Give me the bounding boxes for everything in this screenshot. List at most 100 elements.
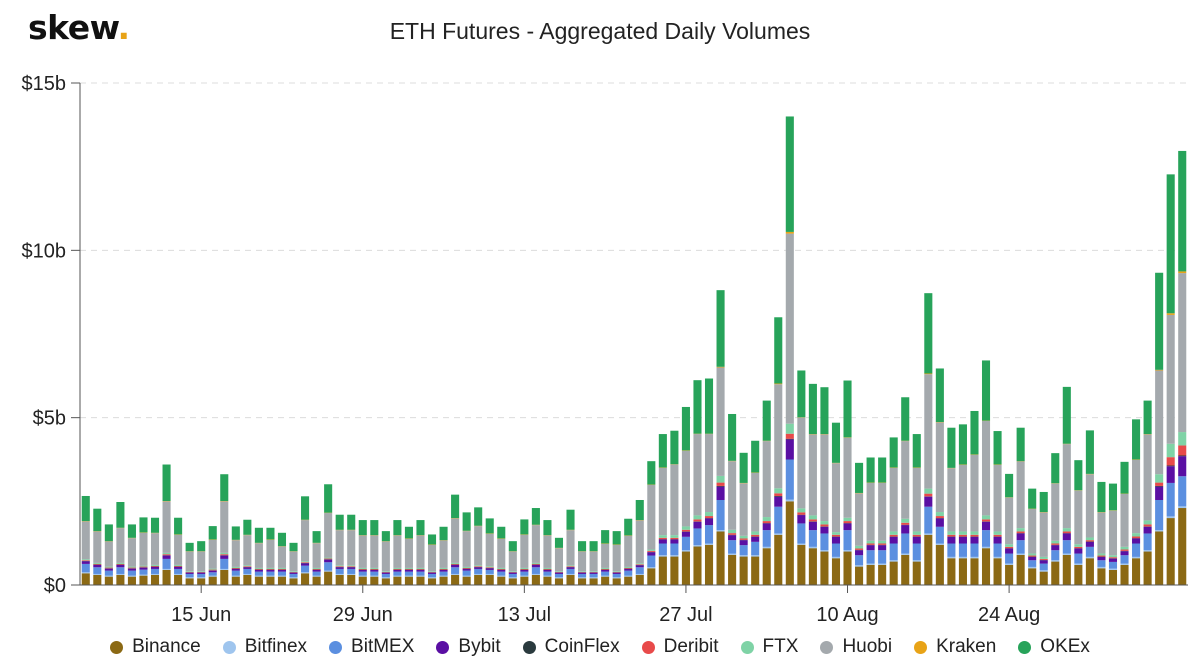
bar-segment-okex <box>543 520 552 536</box>
bar-segment-binance <box>912 561 921 585</box>
bar-segment-binance <box>658 556 667 585</box>
bar-segment-bitmex <box>381 573 390 578</box>
bar-segment-bitmex <box>150 568 160 574</box>
bar-segment-bitmex <box>301 565 310 573</box>
bar-segment-bitfinex <box>1074 563 1083 565</box>
bar-stack <box>301 496 310 585</box>
bar-segment-huobi <box>393 535 402 568</box>
bar-segment-binance <box>393 576 402 585</box>
bar-segment-huobi <box>785 233 794 424</box>
bar-segment-bitfinex <box>485 573 494 575</box>
bar-segment-bybit <box>531 564 540 568</box>
bar-stack <box>716 290 725 585</box>
bar-stack <box>1143 400 1152 585</box>
bar-segment-bitfinex <box>947 556 956 559</box>
bar-segment-binance <box>716 531 725 585</box>
legend-item-binance[interactable]: Binance <box>110 636 201 658</box>
bar-segment-deribit <box>520 568 529 570</box>
bar-segment-deribit <box>347 566 356 567</box>
bar-segment-bitmex <box>578 573 587 578</box>
bar-stack <box>866 457 875 585</box>
bar-segment-bitfinex <box>935 543 944 545</box>
bar-segment-binance <box>797 544 806 585</box>
bar-segment-huobi <box>578 551 587 572</box>
bar-segment-bitmex <box>508 573 517 578</box>
x-tick-label: 15 Jun <box>171 604 231 626</box>
bar-segment-ftx <box>485 566 494 568</box>
legend-item-coinflex[interactable]: CoinFlex <box>522 636 620 658</box>
bar-segment-ftx <box>439 567 448 569</box>
bar-segment-binance <box>220 569 229 585</box>
legend-item-bybit[interactable]: Bybit <box>436 636 501 658</box>
bar-segment-bitfinex <box>728 553 737 555</box>
legend-item-bitfinex[interactable]: Bitfinex <box>222 636 307 658</box>
bar-segment-coinflex <box>785 438 794 440</box>
bar-segment-huobi <box>704 434 714 513</box>
bar-segment-bitmex <box>901 533 910 554</box>
bar-segment-binance <box>635 574 644 585</box>
bar-segment-bitmex <box>681 536 690 551</box>
bar-segment-binance <box>878 564 887 585</box>
bar-segment-bitfinex <box>981 546 991 549</box>
bar-segment-deribit <box>1166 457 1175 466</box>
bar-segment-okex <box>312 531 321 543</box>
bar-segment-deribit <box>93 563 102 565</box>
bar-segment-bybit <box>889 536 898 544</box>
bar-segment-bitfinex <box>220 568 229 570</box>
bar-segment-binance <box>981 548 991 585</box>
bar-segment-binance <box>243 574 252 585</box>
legend-item-ftx[interactable]: FTX <box>740 636 798 658</box>
bar-segment-bybit <box>104 568 113 571</box>
bar-segment-bybit <box>554 572 564 574</box>
bar-segment-bitmex <box>843 530 852 551</box>
bar-segment-bitfinex <box>924 533 933 535</box>
bar-stack <box>543 520 552 585</box>
bar-segment-okex <box>704 378 714 434</box>
bar-segment-bitmex <box>924 506 933 534</box>
bar-segment-bitfinex <box>116 573 125 575</box>
bar-stack <box>289 542 298 585</box>
bar-segment-binance <box>104 576 113 585</box>
legend-item-kraken[interactable]: Kraken <box>914 636 996 658</box>
bar-segment-ftx <box>497 567 506 569</box>
bar-segment-deribit <box>566 566 575 567</box>
bar-segment-ftx <box>601 567 610 569</box>
bar-segment-huobi <box>831 463 841 533</box>
bar-stack <box>208 526 217 585</box>
bar-segment-ftx <box>104 566 113 568</box>
bar-segment-kraken <box>785 231 794 234</box>
bar-segment-bitmex <box>785 459 794 500</box>
stacked-bar-chart: $0 $5b $10b $15b 15 Jun 29 Jun 13 Jul 27 Jul 10 … <box>22 73 1188 626</box>
bar-segment-bybit <box>485 568 494 570</box>
legend-item-huobi[interactable]: Huobi <box>820 636 892 658</box>
bar-segment-binance <box>1166 518 1175 585</box>
bar-segment-bitfinex <box>508 577 517 579</box>
bar-segment-deribit <box>104 567 113 569</box>
bar-segment-huobi <box>658 467 667 536</box>
bar-segment-bitmex <box>1178 476 1187 507</box>
bar-segment-binance <box>485 574 494 585</box>
bar-segment-bitfinex <box>243 573 252 575</box>
bar-segment-bybit <box>704 518 714 526</box>
legend-item-bitmex[interactable]: BitMEX <box>329 636 414 658</box>
bar-segment-bitfinex <box>762 546 771 549</box>
bar-segment-ftx <box>658 535 667 538</box>
bar-segment-huobi <box>739 483 748 536</box>
bar-segment-bitfinex <box>162 568 171 570</box>
bar-segment-binance <box>693 546 702 585</box>
bar-segment-deribit <box>693 519 702 522</box>
bar-segment-okex <box>1132 419 1141 460</box>
bar-segment-deribit <box>878 543 887 545</box>
bar-segment-ftx <box>797 508 806 513</box>
legend-item-okex[interactable]: OKEx <box>1018 636 1090 658</box>
bar-stack <box>266 527 275 585</box>
bar-segment-okex <box>670 430 679 465</box>
bar-segment-ftx <box>266 567 275 569</box>
bar-segment-bitfinex <box>878 563 887 565</box>
bar-stack <box>381 531 390 585</box>
legend-item-deribit[interactable]: Deribit <box>641 636 719 658</box>
bar-segment-bybit <box>174 566 183 569</box>
bar-segment-bybit <box>1132 538 1141 544</box>
bar-segment-bybit <box>289 572 298 574</box>
bar-segment-ftx <box>958 531 967 535</box>
